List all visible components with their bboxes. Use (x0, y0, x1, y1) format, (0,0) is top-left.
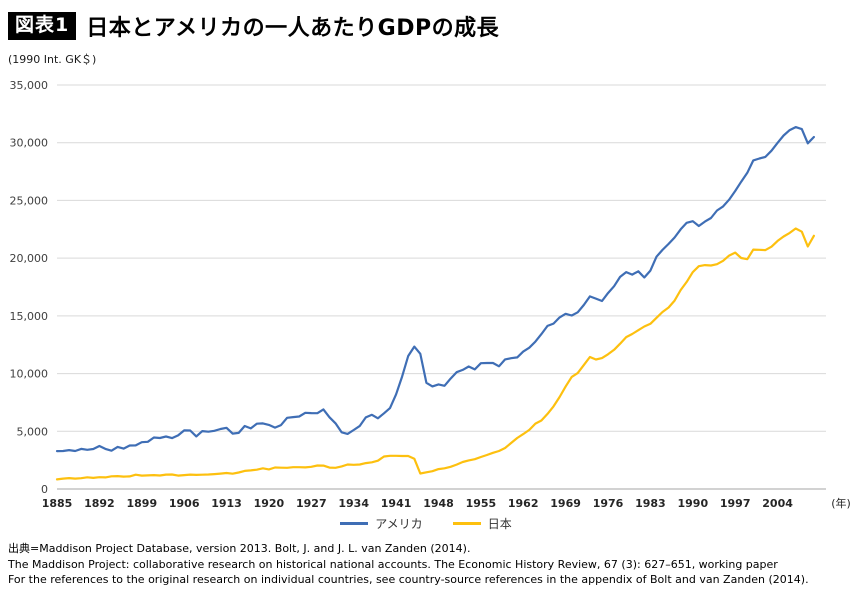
x-axis-label: 1934 (338, 497, 369, 510)
x-axis-label: 1941 (381, 497, 412, 510)
x-axis-label: 1927 (296, 497, 327, 510)
x-axis-label: 1990 (677, 497, 708, 510)
source-line-1: 出典=Maddison Project Database, version 20… (8, 542, 471, 555)
legend-label-usa: アメリカ (375, 517, 423, 531)
japan-legend-swatch (452, 522, 481, 525)
japan-series-line (55, 227, 816, 481)
y-axis-label: 25,000 (10, 194, 49, 207)
page-title: 日本とアメリカの一人あたりGDPの成長 (86, 16, 500, 41)
x-axis-label: 1997 (720, 497, 751, 510)
y-axis-label: 30,000 (10, 137, 49, 150)
x-axis-label: 1920 (254, 497, 285, 510)
x-axis-label: 2004 (762, 497, 793, 510)
x-axis-label: 1906 (169, 497, 200, 510)
y-axis-label: 35,000 (10, 79, 49, 92)
source-note: 出典=Maddison Project Database, version 20… (8, 541, 852, 588)
legend-item-japan: 日本 (452, 515, 512, 532)
y-axis-unit-label: (1990 Int. GK＄) (8, 53, 97, 66)
y-axis-label: 10,000 (10, 368, 49, 381)
x-axis-label: 1948 (423, 497, 454, 510)
x-axis-label: 1983 (635, 497, 666, 510)
x-axis-label: 1885 (42, 497, 73, 510)
x-axis-label: 1969 (550, 497, 581, 510)
legend-label-japan: 日本 (487, 517, 512, 531)
x-axis-label: 1892 (84, 497, 115, 510)
y-axis-label: 15,000 (10, 310, 49, 323)
x-axis-unit-label: (年) (831, 496, 851, 510)
figure-number-badge: 図表1 (8, 12, 77, 40)
legend-item-usa: アメリカ (340, 515, 423, 532)
y-axis-label: 0 (41, 483, 48, 496)
x-axis-label: 1955 (466, 497, 497, 510)
usa-legend-swatch (340, 522, 369, 525)
y-axis-label: 5,000 (17, 425, 49, 438)
chart-legend: アメリカ 日本 (0, 515, 852, 532)
source-line-3: For the references to the original resea… (8, 573, 809, 587)
usa-series-line (55, 125, 816, 453)
source-line-2: The Maddison Project: collaborative rese… (8, 557, 778, 571)
y-axis-label: 20,000 (10, 252, 49, 265)
x-axis-label: 1913 (211, 497, 242, 510)
gdp-line-chart: 35,000 30,000 25,000 20,000 15,000 10,000 5,00… (10, 79, 851, 510)
x-axis-label: 1976 (593, 497, 624, 510)
x-axis-label: 1962 (508, 497, 539, 510)
chart-header: 図表1 日本とアメリカの一人あたりGDPの成長 (0, 0, 852, 42)
x-axis-label: 1899 (126, 497, 157, 510)
